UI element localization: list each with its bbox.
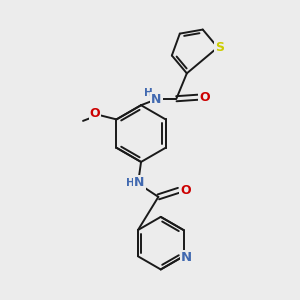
Text: O: O xyxy=(199,91,210,104)
Text: H: H xyxy=(144,88,153,98)
Text: N: N xyxy=(134,176,145,189)
Text: O: O xyxy=(90,107,100,120)
Text: N: N xyxy=(151,93,162,106)
Text: O: O xyxy=(180,184,190,197)
Text: H: H xyxy=(126,178,135,188)
Text: N: N xyxy=(181,251,192,264)
Text: S: S xyxy=(215,41,224,54)
